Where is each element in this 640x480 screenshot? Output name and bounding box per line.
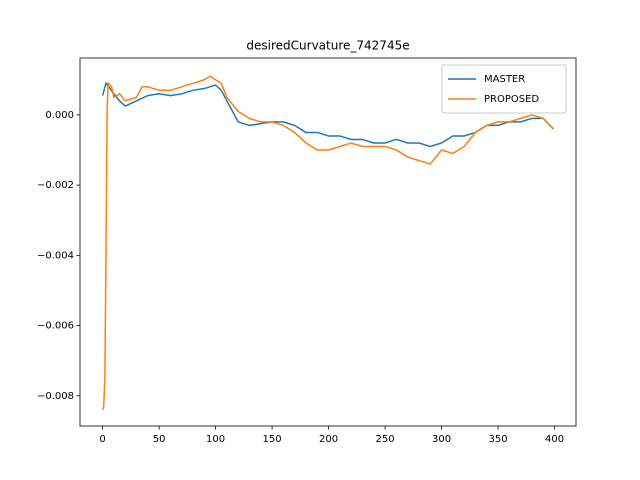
- chart-title: desiredCurvature_742745e: [246, 39, 409, 53]
- x-tick-label: 350: [488, 434, 507, 445]
- legend-box: [441, 64, 567, 114]
- plot-frame: [79, 57, 577, 427]
- x-tick-label: 200: [319, 434, 338, 445]
- x-tick-label: 50: [153, 434, 166, 445]
- y-tick-label: −0.006: [37, 321, 74, 332]
- x-tick-label: 0: [99, 434, 105, 445]
- x-tick-label: 100: [206, 434, 225, 445]
- y-tick-label: −0.004: [37, 250, 74, 261]
- legend-label: MASTER: [484, 74, 525, 85]
- x-tick-label: 250: [376, 434, 395, 445]
- x-tick-label: 400: [545, 434, 564, 445]
- x-tick-label: 150: [263, 434, 282, 445]
- y-tick-label: −0.008: [37, 391, 74, 402]
- line-series: [101, 75, 554, 411]
- y-tick-label: −0.002: [37, 180, 74, 191]
- legend-label: PROPOSED: [484, 94, 539, 105]
- x-tick-label: 300: [432, 434, 451, 445]
- line-series: [101, 81, 554, 148]
- y-tick-label: 0.000: [45, 110, 74, 121]
